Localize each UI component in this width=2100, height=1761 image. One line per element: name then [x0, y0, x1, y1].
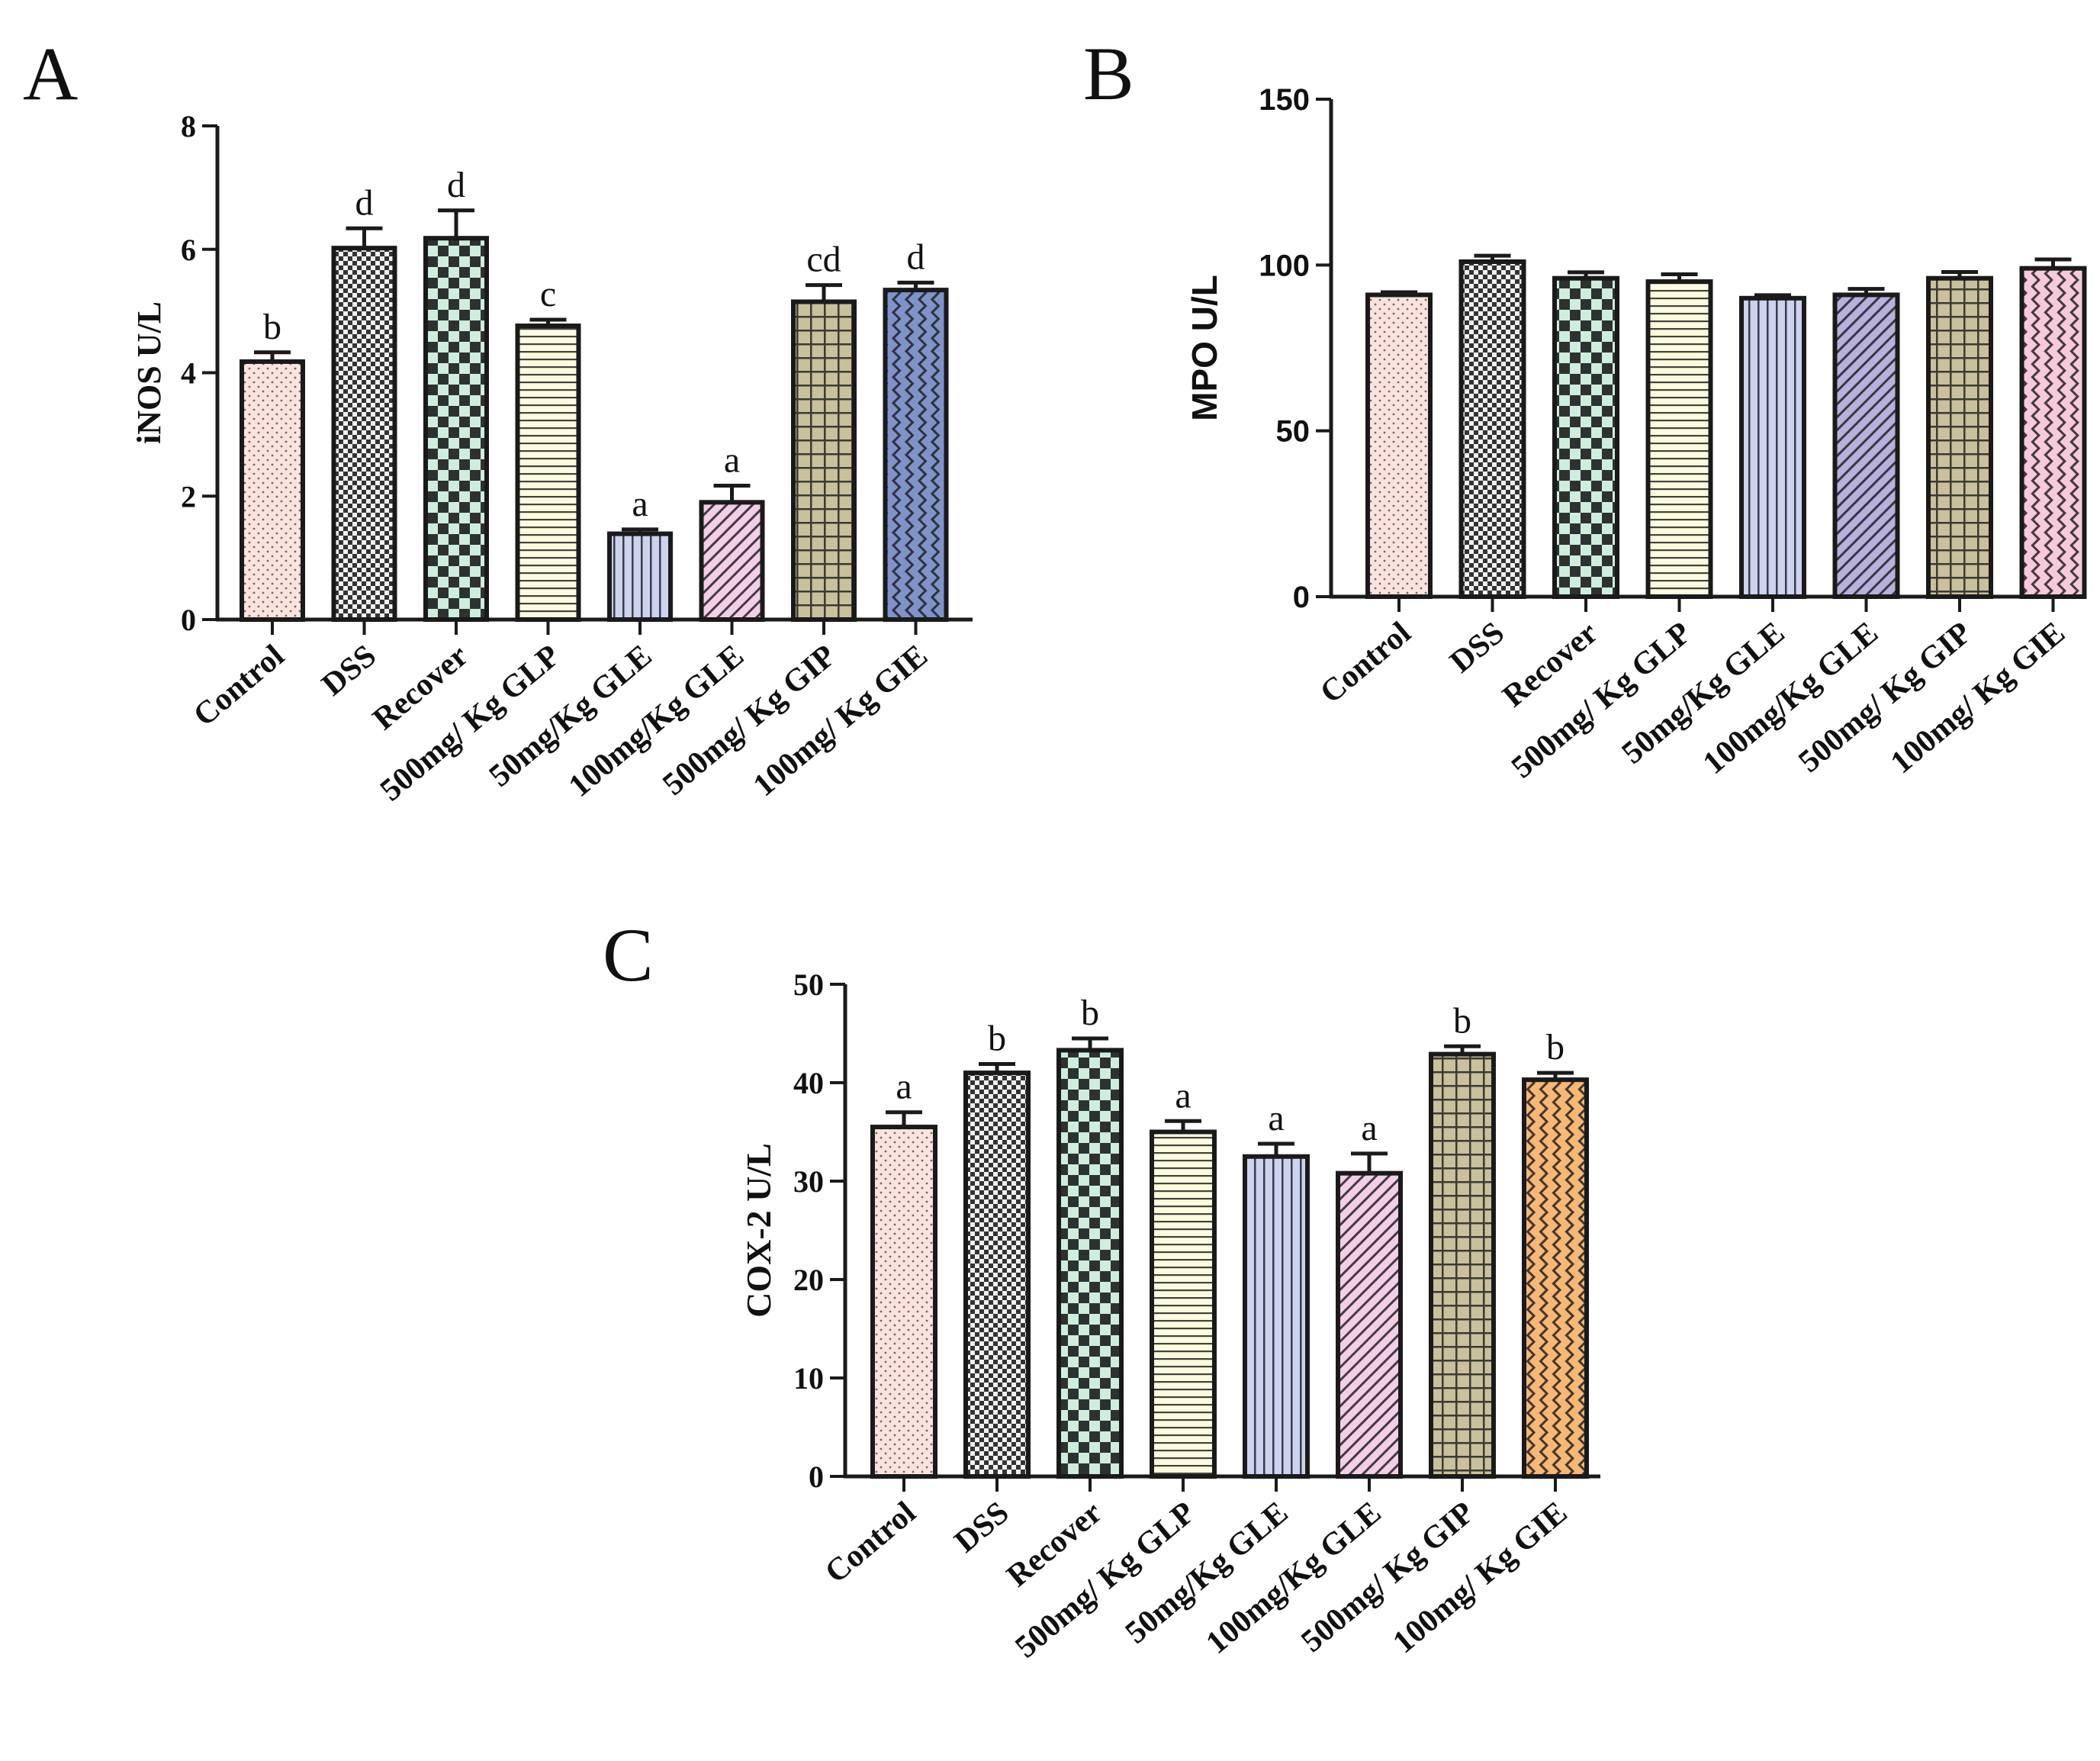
bar-pattern: [793, 301, 854, 620]
significance-label: c: [540, 274, 556, 314]
category-label: DSS: [948, 1495, 1016, 1560]
bar-group: [1739, 293, 1806, 599]
y-tick-label: 30: [793, 1164, 824, 1199]
significance-label: a: [1268, 1098, 1284, 1138]
bar-pattern: [1928, 278, 1991, 597]
category-label: DSS: [1443, 615, 1511, 680]
category-label: 100mg/ Kg GIE: [1884, 615, 2072, 781]
y-tick-label: 4: [181, 356, 196, 391]
bar-group: [1056, 1036, 1124, 1479]
significance-label: b: [1081, 993, 1099, 1033]
significance-label: b: [1546, 1027, 1565, 1067]
bar-pattern: [1368, 295, 1430, 597]
y-tick-label: 40: [793, 1066, 824, 1100]
y-tick-label: 8: [181, 109, 196, 143]
bar-pattern: [2021, 268, 2085, 597]
category-label: 100mg/ Kg GIE: [1387, 1495, 1574, 1660]
bar-pattern: [1431, 1054, 1494, 1476]
bar-group: [1243, 1141, 1310, 1479]
y-tick-label: 0: [809, 1460, 824, 1494]
bar-pattern: [1648, 282, 1711, 597]
y-tick-label: 2: [181, 479, 196, 513]
panel-letter: B: [1083, 31, 1134, 116]
bar-group: [870, 1110, 937, 1479]
panel-letter: C: [603, 913, 654, 997]
bar-group: [963, 1061, 1031, 1479]
category-label: Control: [818, 1495, 922, 1590]
bar-group: [1336, 1151, 1403, 1479]
bar-group: [240, 350, 305, 622]
category-label: Control: [1314, 615, 1417, 710]
bar-pattern: [1524, 1080, 1587, 1476]
bar-group: [607, 527, 673, 622]
bar-group: [791, 283, 857, 622]
bar-group: [1645, 272, 1713, 599]
bar-group: [1458, 253, 1526, 599]
significance-label: a: [896, 1067, 912, 1107]
y-tick-label: 20: [793, 1263, 824, 1297]
bar-pattern: [1338, 1173, 1401, 1476]
bar-group: [1926, 269, 1993, 599]
bar-group: [1365, 290, 1433, 599]
bar-group: [699, 484, 765, 623]
bar-pattern: [242, 361, 303, 620]
bar-pattern: [426, 238, 487, 620]
bar-pattern: [873, 1127, 935, 1476]
y-tick-label: 10: [793, 1361, 824, 1396]
y-axis-label: MPO U/L: [1185, 275, 1224, 421]
category-label: 50mg/Kg GLE: [1616, 615, 1792, 771]
y-axis-label: COX-2 U/L: [739, 1143, 778, 1318]
bar-group: [1552, 270, 1619, 599]
significance-label: d: [907, 237, 925, 277]
significance-label: a: [1361, 1108, 1377, 1148]
y-tick-label: 50: [1276, 415, 1310, 449]
bar-group: [423, 208, 489, 622]
bar-pattern: [333, 248, 395, 620]
bar-pattern: [1059, 1050, 1121, 1476]
bar-group: [883, 280, 949, 622]
significance-label: b: [263, 307, 281, 347]
bar-pattern: [1835, 295, 1898, 597]
category-label: DSS: [315, 638, 383, 703]
y-axis-label: iNOS U/L: [130, 301, 168, 444]
bar-pattern: [1245, 1156, 1307, 1476]
bar-pattern: [609, 533, 671, 620]
bar-pattern: [1555, 278, 1617, 597]
y-tick-label: 6: [181, 233, 196, 267]
bar-pattern: [885, 290, 947, 620]
bar-pattern: [1152, 1132, 1214, 1476]
bar-group: [1429, 1044, 1496, 1479]
y-tick-label: 0: [181, 603, 196, 637]
significance-label: cd: [806, 240, 841, 280]
significance-label: b: [1453, 1000, 1471, 1041]
category-label: Control: [187, 638, 291, 733]
bar-group: [2019, 257, 2087, 599]
bar-pattern: [966, 1073, 1028, 1476]
y-tick-label: 150: [1259, 83, 1310, 117]
bar-group: [1150, 1119, 1217, 1479]
significance-label: a: [1175, 1075, 1191, 1116]
bar-pattern: [517, 326, 579, 620]
bar-group: [515, 317, 581, 622]
bar-pattern: [701, 502, 763, 620]
significance-label: d: [447, 165, 465, 205]
y-tick-label: 100: [1259, 249, 1310, 282]
significance-label: b: [988, 1018, 1006, 1058]
bar-group: [331, 226, 397, 622]
y-tick-label: 0: [1293, 581, 1310, 614]
bar-group: [1522, 1070, 1589, 1479]
bar-pattern: [1461, 261, 1524, 597]
bar-pattern: [1741, 298, 1804, 597]
bar-group: [1832, 287, 1900, 599]
significance-label: d: [355, 182, 374, 223]
significance-label: a: [632, 484, 648, 524]
significance-label: a: [724, 440, 740, 481]
panel-letter: A: [23, 31, 78, 116]
y-tick-label: 50: [793, 967, 824, 1002]
